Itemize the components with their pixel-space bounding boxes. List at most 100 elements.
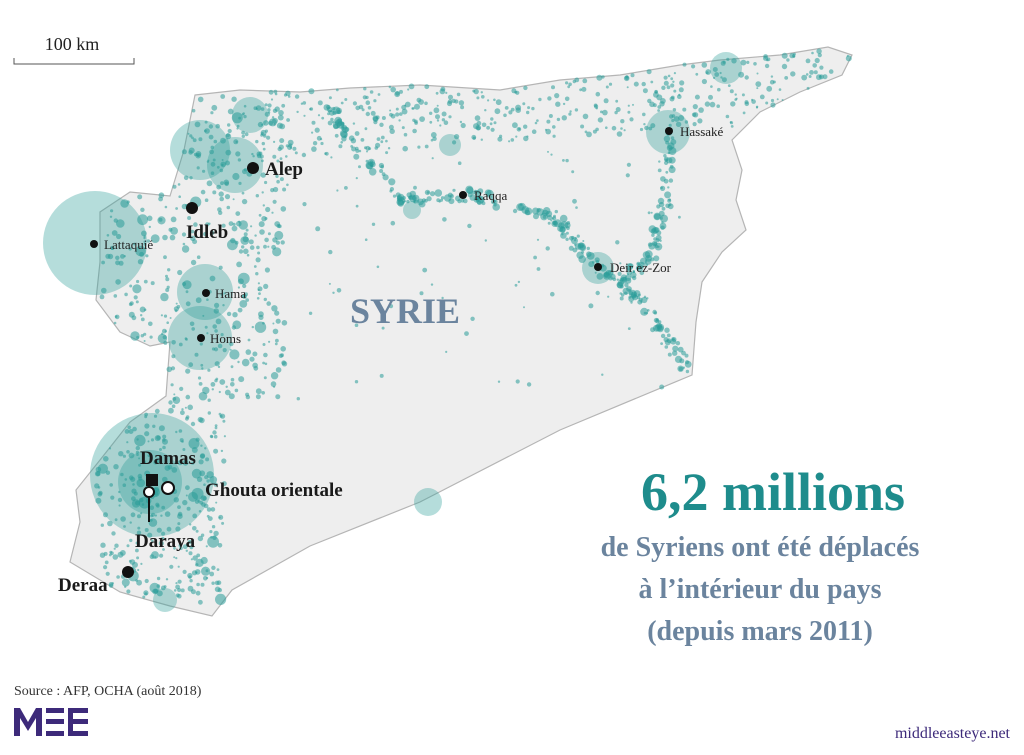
dot [126, 589, 131, 594]
city-label: Hama [215, 286, 246, 301]
dot [373, 120, 378, 125]
dot [464, 331, 469, 336]
dot [441, 118, 446, 122]
dot [344, 98, 348, 101]
dot [355, 177, 358, 180]
dot [204, 447, 207, 450]
dot [117, 551, 124, 558]
dot [185, 485, 190, 491]
dot [551, 220, 558, 227]
dot [161, 536, 165, 540]
dot [197, 535, 204, 542]
dot [143, 240, 146, 243]
dot [571, 170, 575, 174]
dot [368, 168, 377, 176]
dot [162, 548, 165, 551]
dot [178, 195, 181, 198]
dot [575, 206, 578, 209]
headline: 6,2 millions [641, 462, 905, 522]
dot [207, 535, 220, 548]
dot [220, 293, 224, 296]
dot [215, 593, 227, 606]
dot [104, 560, 109, 565]
dot [650, 80, 654, 84]
dot [212, 158, 216, 162]
dot [408, 83, 415, 90]
dot [657, 105, 662, 109]
dot [137, 214, 149, 226]
dot [414, 121, 418, 125]
dot [225, 385, 228, 388]
dot [740, 59, 747, 66]
dot [805, 58, 811, 64]
dot [267, 108, 271, 112]
dot [276, 179, 280, 184]
dot [262, 321, 265, 325]
dot [548, 114, 553, 118]
dot [160, 585, 166, 591]
dot [101, 287, 107, 294]
dot [151, 539, 154, 543]
dot [231, 225, 238, 232]
dot [650, 123, 656, 129]
dot [438, 200, 441, 203]
dot [177, 460, 183, 466]
dot [208, 124, 214, 129]
dot [620, 127, 623, 130]
dot [285, 155, 288, 158]
dot [578, 255, 586, 263]
dot [161, 531, 166, 536]
dot [335, 119, 343, 127]
dot [770, 75, 774, 78]
dot [173, 556, 176, 559]
dot [153, 486, 160, 493]
dot [263, 120, 269, 126]
dot [344, 126, 350, 132]
circle [232, 97, 268, 133]
dot [255, 139, 259, 144]
dot [218, 514, 224, 520]
dot [308, 311, 313, 315]
dot [641, 81, 646, 87]
dot [627, 110, 631, 114]
dot [376, 265, 380, 269]
dot [135, 450, 139, 454]
dot [667, 186, 670, 189]
dot [200, 363, 204, 367]
dot [819, 65, 824, 70]
dot [672, 108, 677, 112]
dot [417, 198, 424, 206]
dot [214, 580, 220, 586]
dot [436, 119, 440, 122]
dot [670, 136, 675, 140]
dot [594, 271, 597, 274]
dot [195, 590, 201, 596]
dot [216, 165, 220, 169]
dot [463, 198, 468, 204]
dot [366, 150, 368, 153]
dot [603, 98, 609, 104]
dot [562, 102, 566, 106]
dot [220, 333, 224, 337]
dot [311, 131, 314, 134]
dot [469, 194, 476, 201]
dot [408, 195, 412, 200]
dot [237, 272, 250, 285]
dot [730, 101, 736, 107]
dot [666, 333, 671, 338]
dot [552, 125, 556, 129]
dot [565, 237, 569, 241]
dot [552, 216, 557, 221]
dot [414, 103, 420, 110]
dot [380, 140, 384, 144]
dot [781, 99, 784, 101]
dot [547, 150, 549, 153]
dot [398, 119, 401, 122]
dot [144, 528, 149, 532]
dot [150, 438, 155, 442]
dot [477, 195, 481, 199]
dot [615, 240, 620, 245]
dot [263, 283, 269, 289]
dot [241, 358, 250, 367]
